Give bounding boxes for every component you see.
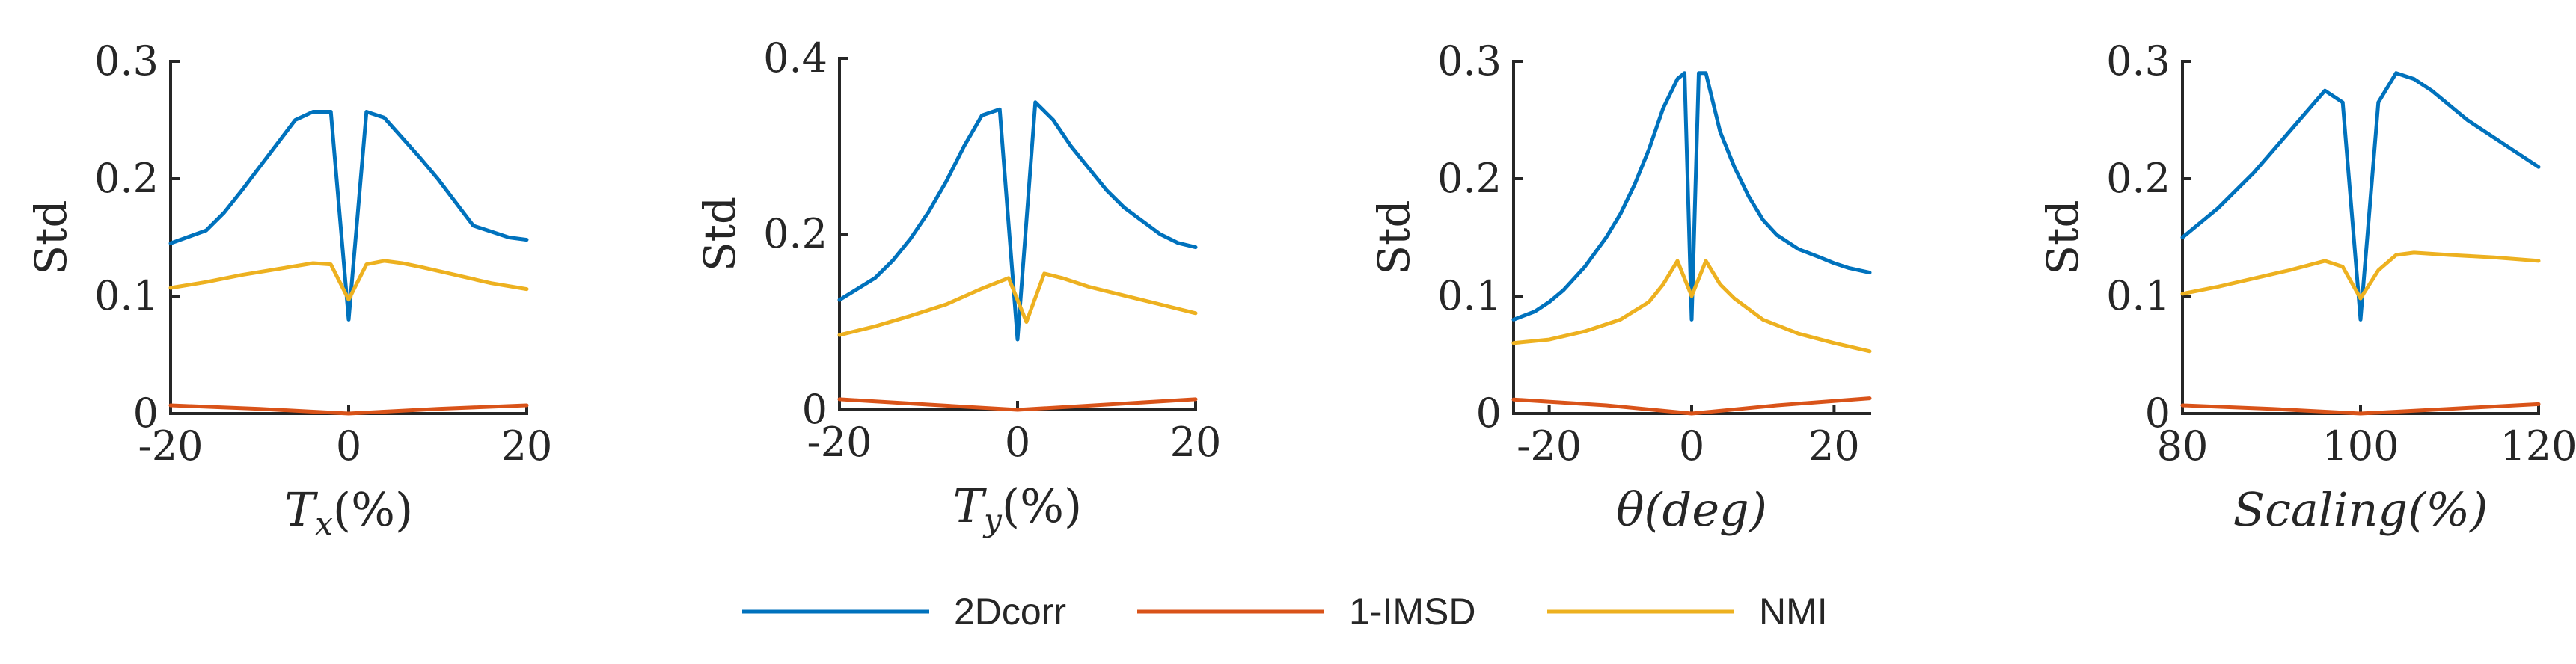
x-tick-label: 100 [2322,422,2399,470]
x-tick-label: 0 [1679,422,1704,470]
x-axis-label: Scaling(%) [2233,482,2488,537]
x-tick-label: 0 [1005,419,1030,466]
series-line-NMI [837,271,1198,337]
legend-label: 2Dcorr [954,591,1066,633]
x-tick-label: -20 [807,419,872,466]
x-tick-label: 0 [336,422,361,470]
y-tick-label: 0.1 [94,272,159,319]
x-tick-label: 20 [1170,419,1222,466]
series-line-2Dcorr [1511,71,1872,322]
y-tick-label: 0 [802,386,827,433]
y-tick-label: 0.2 [2106,155,2170,202]
y-tick-label: 0.4 [763,34,827,82]
y-axis-label: Std [2037,200,2088,274]
y-tick-label: 0.1 [2106,272,2170,319]
series-line-1-IMSD [837,397,1198,412]
y-tick-label: 0.3 [2106,37,2170,84]
y-tick-label: 0.2 [763,210,827,257]
legend: 2Dcorr 1-IMSD NMI [742,591,1828,633]
chart-theta: 0 0.1 0.2 0.3 -20 0 20 Std θ(deg) [1368,37,1872,537]
series-line-2Dcorr [837,100,1198,342]
y-axis-label: Std [1368,200,1419,274]
series-line-NMI [2180,250,2541,301]
series-line-NMI [1511,259,1872,354]
x-tick-label: -20 [1517,422,1582,470]
x-tick-label: 20 [1808,422,1860,470]
legend-label: NMI [1759,591,1828,633]
legend-label: 1-IMSD [1349,591,1475,633]
x-axis-label: Ty(%) [953,479,1082,538]
y-tick-label: 0.2 [1437,155,1502,202]
series-line-1-IMSD [2180,402,2541,416]
y-tick-label: 0.1 [1437,272,1502,319]
x-tick-label: -20 [138,422,204,470]
y-tick-label: 0 [2145,390,2170,437]
x-axis-label: θ(deg) [1616,482,1767,537]
series-line-NMI [168,259,529,302]
x-tick-label: 20 [501,422,553,470]
y-axis-label: Std [25,200,76,274]
chart-scaling: 0 0.1 0.2 0.3 80 100 120 Std Scaling(%) [2037,37,2576,537]
series-line-1-IMSD [1511,396,1872,416]
y-axis-label: Std [694,197,745,271]
series-line-2Dcorr [2180,71,2541,322]
y-tick-label: 0 [1476,390,1502,437]
x-tick-label: 120 [2500,422,2576,470]
series-line-1-IMSD [168,403,529,416]
y-tick-label: 0 [133,390,159,437]
y-tick-label: 0.3 [1437,37,1502,84]
y-tick-label: 0.3 [94,37,159,84]
x-tick-label: 80 [2157,422,2209,470]
x-axis-label: Tx(%) [284,482,413,542]
series-line-2Dcorr [168,110,529,322]
y-tick-label: 0.2 [94,155,159,202]
